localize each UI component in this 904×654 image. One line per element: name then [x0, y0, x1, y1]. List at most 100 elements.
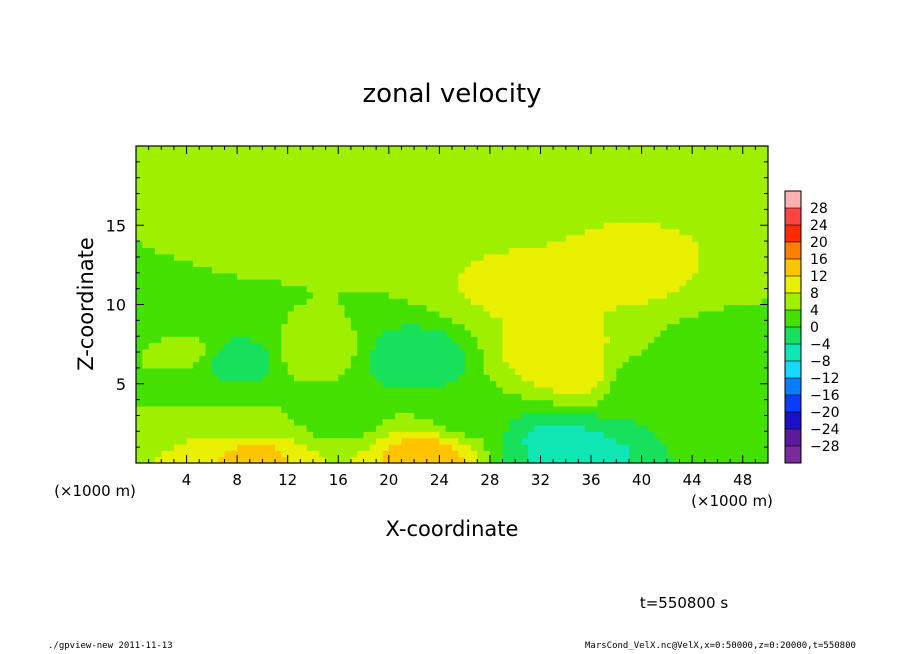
field-cell — [262, 222, 270, 230]
field-cell — [464, 386, 472, 394]
field-cell — [553, 450, 561, 458]
field-cell — [572, 165, 579, 172]
field-cell — [730, 456, 737, 463]
field-cell — [584, 285, 592, 293]
field-cell — [654, 374, 662, 382]
field-cell — [331, 298, 339, 306]
field-cell — [666, 146, 674, 153]
field-cell — [584, 291, 592, 299]
field-cell — [350, 355, 358, 363]
field-cell — [205, 374, 213, 382]
field-cell — [553, 437, 561, 445]
field-cell — [249, 146, 257, 153]
field-cell — [243, 437, 251, 445]
field-cell — [534, 418, 542, 426]
field-cell — [704, 348, 712, 356]
field-cell — [407, 418, 415, 426]
field-cell — [350, 399, 358, 407]
field-cell — [306, 203, 314, 210]
field-cell — [502, 241, 510, 249]
field-cell — [527, 424, 535, 432]
field-cell — [243, 203, 251, 210]
field-cell — [704, 380, 712, 388]
field-cell — [679, 317, 687, 325]
field-cell — [711, 184, 719, 191]
field-cell — [300, 304, 308, 312]
field-cell — [553, 279, 561, 287]
field-cell — [597, 228, 605, 236]
field-cell — [565, 393, 573, 401]
field-cell — [483, 253, 491, 261]
field-cell — [136, 196, 143, 204]
field-cell — [192, 367, 200, 375]
field-cell — [136, 266, 143, 274]
field-cell — [237, 165, 245, 172]
field-cell — [572, 247, 579, 255]
field-cell — [597, 367, 605, 375]
field-cell — [281, 165, 289, 172]
field-cell — [407, 355, 415, 363]
field-cell — [628, 241, 636, 249]
field-cell — [344, 367, 352, 375]
field-cell — [350, 380, 358, 388]
field-cell — [350, 253, 358, 261]
field-cell — [717, 355, 725, 363]
field-cell — [496, 234, 504, 242]
field-cell — [154, 348, 162, 356]
field-cell — [597, 247, 605, 255]
field-cell — [376, 367, 384, 375]
field-cell — [553, 298, 561, 306]
field-cell — [584, 450, 592, 458]
field-cell — [711, 298, 719, 306]
field-cell — [565, 215, 573, 223]
field-cell — [275, 158, 282, 166]
field-cell — [325, 222, 333, 230]
field-cell — [496, 405, 504, 413]
field-cell — [679, 209, 687, 217]
field-cell — [508, 285, 516, 293]
field-cell — [433, 323, 440, 331]
field-cell — [205, 241, 213, 249]
field-cell — [186, 222, 194, 230]
field-cell — [281, 431, 289, 439]
field-cell — [616, 241, 624, 249]
field-cell — [452, 165, 459, 172]
field-cell — [312, 146, 320, 153]
field-cell — [161, 380, 169, 388]
field-cell — [572, 190, 579, 198]
field-cell — [420, 393, 428, 401]
field-cell — [369, 310, 377, 318]
field-cell — [173, 272, 181, 280]
field-cell — [230, 177, 238, 185]
field-cell — [331, 285, 339, 293]
field-cell — [230, 260, 238, 268]
field-cell — [395, 443, 403, 451]
field-cell — [641, 279, 649, 287]
field-cell — [477, 177, 485, 185]
field-cell — [565, 431, 573, 439]
field-cell — [401, 361, 409, 369]
field-cell — [470, 342, 478, 350]
field-cell — [338, 456, 346, 463]
field-cell — [275, 450, 282, 458]
field-cell — [603, 234, 611, 242]
field-cell — [382, 323, 390, 331]
field-cell — [723, 241, 731, 249]
field-cell — [420, 399, 428, 407]
field-cell — [300, 279, 308, 287]
field-cell — [420, 234, 428, 242]
field-cell — [666, 450, 674, 458]
field-cell — [578, 355, 586, 363]
field-cell — [673, 329, 681, 337]
field-cell — [527, 329, 535, 337]
field-cell — [452, 247, 459, 255]
field-cell — [243, 298, 251, 306]
field-cell — [256, 450, 263, 458]
field-cell — [723, 215, 731, 223]
field-cell — [369, 215, 377, 223]
field-cell — [553, 304, 561, 312]
field-cell — [559, 317, 567, 325]
field-cell — [180, 348, 188, 356]
field-cell — [464, 317, 472, 325]
field-cell — [237, 279, 245, 287]
